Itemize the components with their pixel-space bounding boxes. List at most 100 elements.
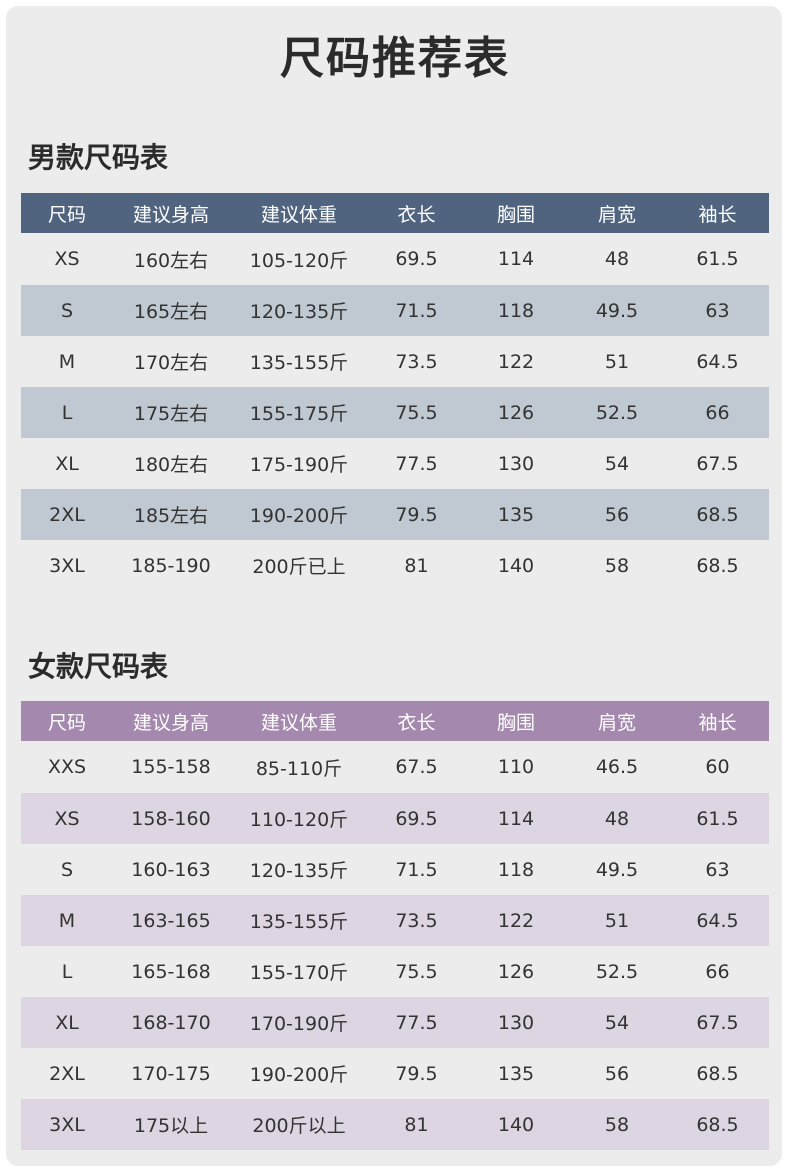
shoulder-cell: 54 [604, 1011, 630, 1034]
table-row: M 163-165 135-155斤 73.5 122 51 64.5 [21, 895, 769, 946]
sleeve-cell: 66 [705, 401, 730, 424]
length-cell: 77.5 [395, 1011, 438, 1034]
chest-cell: 135 [497, 1062, 535, 1085]
weight-cell: 190-200斤 [249, 1064, 349, 1086]
shoulder-cell: 49.5 [595, 299, 639, 322]
weight-cell: 105-120斤 [249, 249, 349, 272]
size-cell: XL [55, 452, 79, 475]
sleeve-cell: 64.5 [696, 350, 739, 373]
weight-cell: 155-175斤 [249, 403, 349, 425]
header-height: 建议身高 [132, 203, 209, 226]
table-row: XS 160左右 105-120斤 69.5 114 48 61.5 [21, 233, 769, 285]
weight-cell: 135-155斤 [249, 352, 349, 374]
sleeve-cell: 63 [705, 299, 730, 322]
length-cell: 81 [404, 554, 429, 577]
size-cell: S [60, 299, 74, 322]
page-title: 尺码推荐表 [280, 33, 510, 84]
shoulder-cell: 56 [604, 503, 630, 526]
shoulder-cell: 48 [604, 807, 630, 830]
sleeve-cell: 67.5 [696, 452, 739, 475]
table-row: XL 180左右 175-190斤 77.5 130 54 67.5 [21, 438, 769, 489]
shoulder-cell: 58 [604, 554, 630, 577]
height-cell: 175左右 [133, 403, 209, 425]
height-cell: 185-190 [131, 554, 211, 577]
header-weight: 建议体重 [260, 203, 337, 226]
height-cell: 163-165 [131, 909, 211, 932]
weight-cell: 200斤以上 [252, 1115, 346, 1137]
weight-cell: 175-190斤 [249, 454, 349, 476]
length-cell: 71.5 [395, 299, 438, 322]
length-cell: 73.5 [395, 350, 438, 373]
size-chart-card [6, 6, 782, 1166]
size-cell: M [58, 350, 76, 373]
men-section-title: 男款尺码表 [28, 141, 169, 174]
women-size-table: 尺码 建议身高 建议体重 衣长 胸围 肩宽 袖长 XXS 155-158 85-11… [21, 701, 769, 1150]
header-length: 衣长 [397, 711, 436, 734]
table-row: 3XL 175以上 200斤以上 81 140 58 68.5 [21, 1099, 769, 1150]
table-row: 2XL 170-175 190-200斤 79.5 135 56 68.5 [21, 1048, 769, 1099]
size-cell: 3XL [49, 1113, 85, 1136]
weight-cell: 120-135斤 [249, 860, 349, 882]
weight-cell: 135-155斤 [249, 911, 349, 933]
size-cell: L [61, 960, 73, 983]
chest-cell: 140 [497, 1113, 535, 1136]
chest-cell: 118 [497, 858, 535, 881]
height-cell: 170左右 [133, 352, 209, 374]
shoulder-cell: 51 [604, 909, 630, 932]
height-cell: 160-163 [131, 858, 211, 881]
chest-cell: 140 [497, 554, 535, 577]
table-row: XS 158-160 110-120斤 69.5 114 48 61.5 [21, 793, 769, 844]
length-cell: 69.5 [395, 248, 438, 270]
table-row: S 165左右 120-135斤 71.5 118 49.5 63 [21, 285, 769, 336]
size-cell: S [60, 858, 74, 881]
height-cell: 185左右 [133, 505, 209, 527]
sleeve-cell: 67.5 [696, 1011, 739, 1034]
sleeve-cell: 68.5 [696, 1062, 739, 1085]
weight-cell: 200斤已上 [252, 556, 346, 578]
sleeve-cell: 61.5 [696, 248, 739, 270]
height-cell: 165-168 [131, 960, 211, 983]
sleeve-cell: 68.5 [696, 554, 739, 577]
shoulder-cell: 52.5 [595, 401, 639, 424]
sleeve-cell: 68.5 [696, 1113, 739, 1136]
weight-cell: 170-190斤 [249, 1013, 349, 1035]
sleeve-cell: 68.5 [696, 503, 739, 526]
size-cell: XS [54, 248, 80, 270]
chest-cell: 122 [497, 909, 535, 932]
sleeve-cell: 60 [705, 756, 730, 778]
shoulder-cell: 56 [604, 1062, 630, 1085]
header-shoulder: 肩宽 [597, 711, 636, 734]
men-table-header-row: 尺码 建议身高 建议体重 衣长 胸围 肩宽 袖长 [21, 193, 769, 233]
shoulder-cell: 46.5 [595, 756, 639, 778]
table-row: XL 168-170 170-190斤 77.5 130 54 67.5 [21, 997, 769, 1048]
shoulder-cell: 48 [604, 248, 630, 270]
shoulder-cell: 54 [604, 452, 630, 475]
table-row: L 165-168 155-170斤 75.5 126 52.5 66 [21, 946, 769, 997]
length-cell: 75.5 [395, 401, 438, 424]
chest-cell: 130 [497, 1011, 535, 1034]
length-cell: 79.5 [395, 503, 438, 526]
size-cell: 2XL [49, 1062, 85, 1085]
size-cell: M [58, 909, 76, 932]
shoulder-cell: 49.5 [595, 858, 639, 881]
men-size-table: 尺码 建议身高 建议体重 衣长 胸围 肩宽 袖长 XS 160左右 105-120斤… [21, 193, 769, 591]
height-cell: 165左右 [133, 301, 209, 323]
sleeve-cell: 63 [705, 858, 730, 881]
table-row: XXS 155-158 85-110斤 67.5 110 46.5 60 [21, 741, 769, 793]
header-sleeve: 袖长 [698, 711, 737, 734]
height-cell: 155-158 [131, 756, 211, 778]
chest-cell: 118 [497, 299, 535, 322]
chest-cell: 126 [497, 960, 535, 983]
chest-cell: 126 [497, 401, 535, 424]
height-cell: 180左右 [133, 454, 209, 476]
weight-cell: 155-170斤 [249, 962, 349, 984]
weight-cell: 110-120斤 [249, 809, 349, 831]
size-cell: L [61, 401, 73, 424]
height-cell: 168-170 [131, 1011, 211, 1034]
weight-cell: 85-110斤 [255, 757, 343, 780]
weight-cell: 190-200斤 [249, 505, 349, 527]
length-cell: 77.5 [395, 452, 438, 475]
chest-cell: 135 [497, 503, 535, 526]
height-cell: 158-160 [131, 807, 211, 830]
chest-cell: 130 [497, 452, 535, 475]
